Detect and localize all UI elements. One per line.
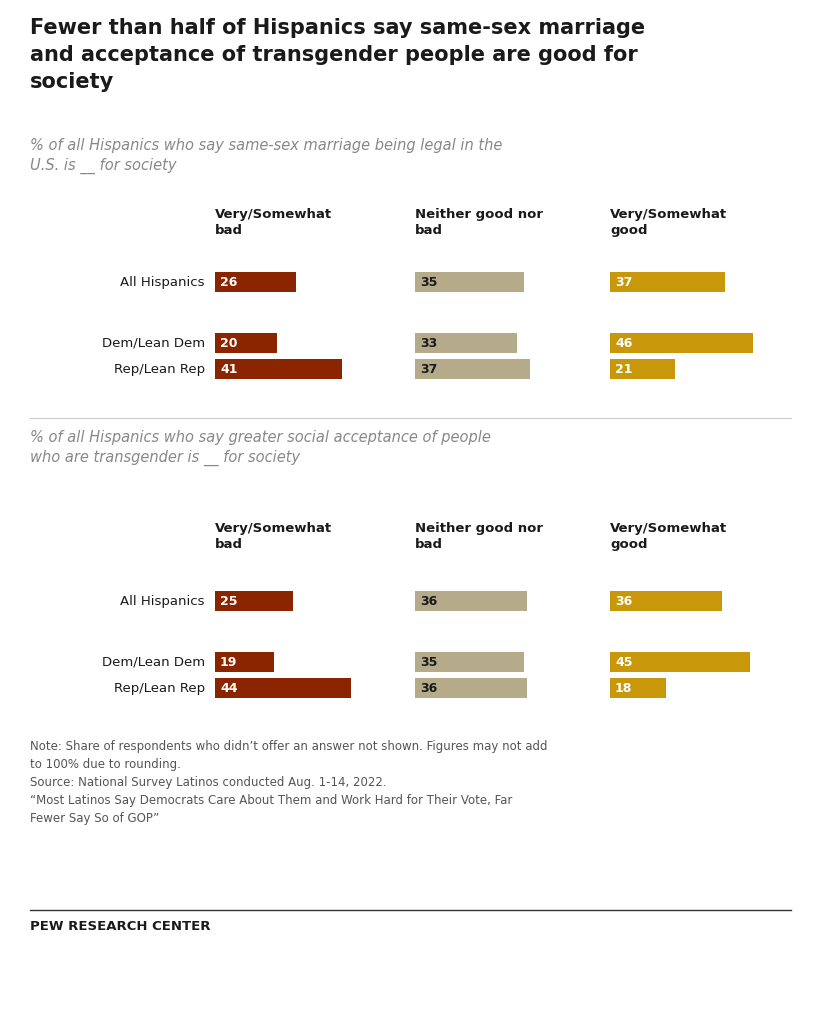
Text: Neither good nor
bad: Neither good nor bad (415, 522, 543, 551)
Text: 20: 20 (220, 336, 237, 350)
Bar (215, 591, 292, 611)
Bar (415, 591, 526, 611)
Text: 21: 21 (615, 363, 632, 375)
Bar (215, 652, 274, 672)
Bar (610, 359, 675, 379)
Bar (415, 333, 517, 353)
Bar (415, 678, 526, 698)
Bar (215, 333, 277, 353)
Bar (215, 272, 296, 292)
Text: 36: 36 (420, 595, 438, 607)
Text: 33: 33 (420, 336, 438, 350)
Text: Very/Somewhat
good: Very/Somewhat good (610, 208, 727, 237)
Bar (610, 333, 753, 353)
Text: 46: 46 (615, 336, 632, 350)
Text: Rep/Lean Rep: Rep/Lean Rep (114, 363, 205, 375)
Bar (215, 359, 342, 379)
Text: 37: 37 (615, 276, 632, 288)
Bar (415, 272, 524, 292)
Text: All Hispanics: All Hispanics (121, 276, 205, 288)
Text: Note: Share of respondents who didn’t offer an answer not shown. Figures may not: Note: Share of respondents who didn’t of… (30, 740, 548, 825)
Text: All Hispanics: All Hispanics (121, 595, 205, 607)
Text: 19: 19 (220, 655, 237, 668)
Text: 35: 35 (420, 276, 438, 288)
Text: Dem/Lean Dem: Dem/Lean Dem (102, 655, 205, 668)
Bar (415, 359, 530, 379)
Text: 37: 37 (420, 363, 438, 375)
Text: % of all Hispanics who say same-sex marriage being legal in the
U.S. is __ for s: % of all Hispanics who say same-sex marr… (30, 138, 502, 174)
Text: Rep/Lean Rep: Rep/Lean Rep (114, 682, 205, 695)
Text: 41: 41 (220, 363, 237, 375)
Text: 44: 44 (220, 682, 237, 695)
Text: % of all Hispanics who say greater social acceptance of people
who are transgend: % of all Hispanics who say greater socia… (30, 430, 491, 466)
Text: 18: 18 (615, 682, 632, 695)
Text: 36: 36 (615, 595, 632, 607)
Text: Very/Somewhat
bad: Very/Somewhat bad (215, 208, 333, 237)
Text: Neither good nor
bad: Neither good nor bad (415, 208, 543, 237)
Text: 45: 45 (615, 655, 632, 668)
Bar (610, 272, 725, 292)
Text: 36: 36 (420, 682, 438, 695)
Text: 35: 35 (420, 655, 438, 668)
Text: Very/Somewhat
bad: Very/Somewhat bad (215, 522, 333, 551)
Text: Fewer than half of Hispanics say same-sex marriage
and acceptance of transgender: Fewer than half of Hispanics say same-se… (30, 18, 645, 92)
Text: Dem/Lean Dem: Dem/Lean Dem (102, 336, 205, 350)
Bar (610, 591, 722, 611)
Bar (215, 678, 351, 698)
Bar (415, 652, 524, 672)
Text: PEW RESEARCH CENTER: PEW RESEARCH CENTER (30, 920, 210, 933)
Bar (610, 652, 750, 672)
Text: Very/Somewhat
good: Very/Somewhat good (610, 522, 727, 551)
Text: 26: 26 (220, 276, 237, 288)
Text: 25: 25 (220, 595, 237, 607)
Bar (610, 678, 666, 698)
